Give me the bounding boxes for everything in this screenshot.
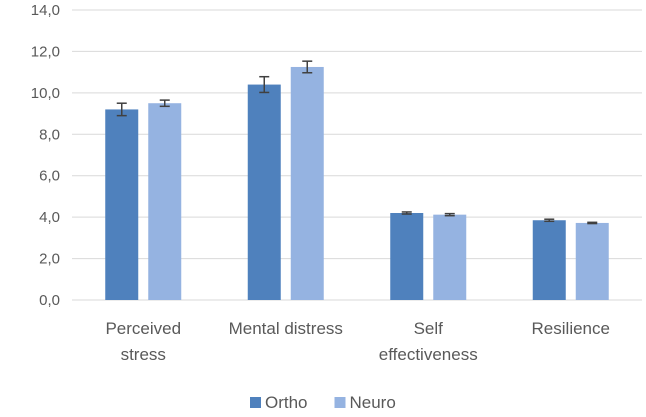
y-tick-label: 10,0 [31, 85, 60, 102]
legend-swatch-ortho [250, 397, 261, 408]
legend-label-ortho: Ortho [265, 393, 308, 412]
bar-neuro [148, 103, 182, 300]
y-tick-label: 2,0 [39, 251, 60, 268]
y-tick-label: 8,0 [39, 126, 60, 143]
y-tick-label: 6,0 [39, 168, 60, 185]
bar-ortho [390, 213, 424, 300]
y-axis-ticks: 0,0 2,0 4,0 6,0 8,0 10,0 12,0 14,0 [31, 2, 60, 309]
y-tick-label: 14,0 [31, 2, 60, 19]
y-tick-label: 0,0 [39, 292, 60, 309]
legend-label-neuro: Neuro [350, 393, 396, 412]
bar-neuro [290, 66, 324, 300]
y-tick-label: 12,0 [31, 43, 60, 60]
category-label: Mental distress [229, 319, 343, 338]
category-label: stress [121, 345, 166, 364]
category-label: Perceived [105, 319, 181, 338]
bar-ortho [532, 220, 566, 300]
category-label: Resilience [532, 319, 610, 338]
bars [105, 66, 609, 300]
y-tick-label: 4,0 [39, 209, 60, 226]
x-axis-categories: Perceived stress Mental distress Self effect… [105, 319, 610, 364]
legend: Ortho Neuro [250, 393, 396, 412]
bar-ortho [105, 109, 139, 300]
category-label: effectiveness [379, 345, 478, 364]
bar-ortho [247, 84, 281, 300]
bar-neuro [575, 222, 609, 300]
bar-neuro [433, 214, 467, 300]
error-bars [116, 60, 598, 225]
category-label: Self [414, 319, 444, 338]
legend-swatch-neuro [334, 397, 346, 408]
